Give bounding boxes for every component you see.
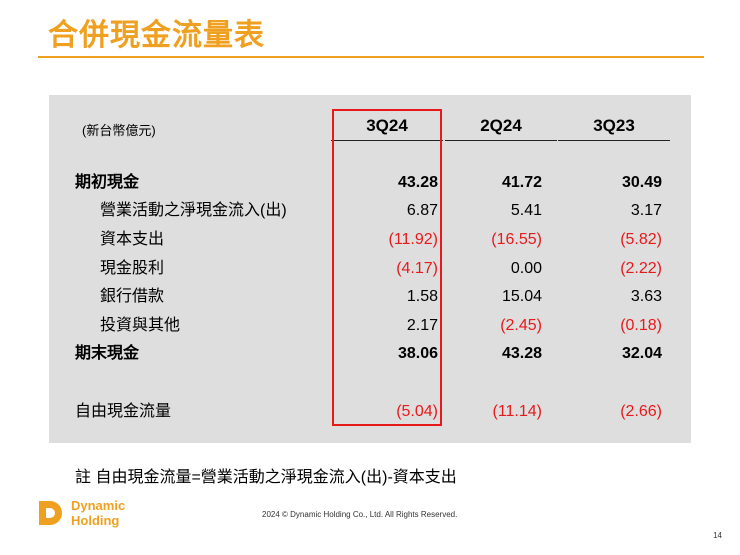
table-cell: 43.28 — [501, 345, 542, 362]
page-number: 14 — [713, 531, 722, 540]
row-label-cash-dividend: 現金股利 — [100, 260, 165, 277]
table-cell: 5.41 — [510, 202, 542, 219]
table-cell: 6.87 — [406, 202, 438, 219]
row-label-capex: 資本支出 — [100, 231, 165, 248]
logo-line-2: Holding — [71, 513, 120, 528]
column-underline — [445, 140, 557, 141]
table-panel — [49, 95, 691, 443]
highlight-box-3q24 — [332, 109, 442, 426]
table-cell: 43.28 — [397, 174, 438, 191]
table-cell: (16.55) — [491, 231, 542, 248]
column-header-3q23: 3Q23 — [593, 116, 635, 135]
table-cell: 41.72 — [501, 174, 542, 191]
page-title: 合併現金流量表 — [48, 19, 265, 52]
column-underline — [331, 140, 443, 141]
column-underline — [558, 140, 670, 141]
table-cell: 15.04 — [501, 288, 542, 305]
row-label-closing-cash: 期末現金 — [75, 345, 140, 362]
dynamic-holding-logo-icon — [39, 501, 62, 525]
row-label-bank-loans: 銀行借款 — [100, 288, 165, 305]
logo-line-1: Dynamic — [71, 498, 126, 513]
title-divider — [38, 56, 704, 58]
footnote: 註 自由現金流量=營業活動之淨現金流入(出)-資本支出 — [75, 469, 457, 486]
row-label-operating-cash-flow: 營業活動之淨現金流入(出) — [100, 202, 287, 219]
row-label-free-cash-flow: 自由現金流量 — [75, 403, 172, 420]
table-cell: (11.14) — [492, 403, 542, 420]
row-label-investments-other: 投資與其他 — [100, 317, 181, 334]
table-cell: 0.00 — [510, 260, 542, 277]
table-cell: 30.49 — [621, 174, 662, 191]
table-cell: (4.17) — [396, 260, 438, 277]
table-cell: 3.17 — [630, 202, 662, 219]
table-cell: (2.22) — [620, 260, 662, 277]
table-cell: (5.82) — [620, 231, 662, 248]
table-cell: 38.06 — [397, 345, 438, 362]
unit-label: (新台幣億元) — [82, 123, 156, 138]
copyright: 2024 © Dynamic Holding Co., Ltd. All Rig… — [262, 510, 458, 519]
row-label-opening-cash: 期初現金 — [75, 174, 140, 191]
column-header-2q24: 2Q24 — [480, 116, 522, 135]
table-cell: 3.63 — [630, 288, 662, 305]
table-cell: (0.18) — [620, 317, 662, 334]
table-cell: (2.45) — [500, 317, 542, 334]
table-cell: 1.58 — [406, 288, 438, 305]
table-cell: 2.17 — [406, 317, 438, 334]
column-header-3q24: 3Q24 — [366, 116, 408, 135]
table-cell: (5.04) — [396, 403, 438, 420]
table-cell: 32.04 — [621, 345, 662, 362]
table-cell: (11.92) — [388, 231, 438, 248]
logo-text: Dynamic Holding — [71, 498, 125, 528]
table-cell: (2.66) — [620, 403, 662, 420]
